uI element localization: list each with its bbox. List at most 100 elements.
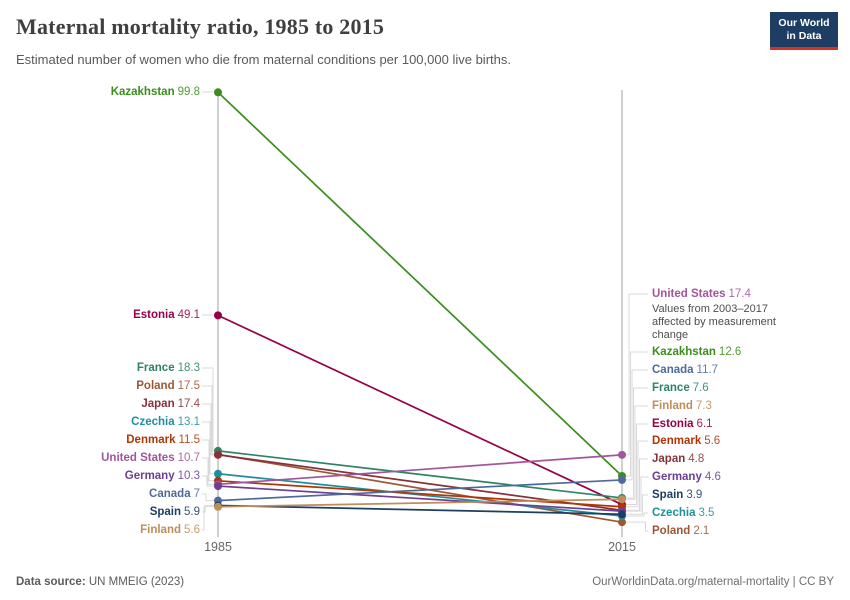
point-1985-kazakhstan[interactable] — [214, 88, 222, 97]
entity-label-left-estonia[interactable]: Estonia 49.1 — [133, 309, 200, 321]
entity-name: France — [136, 362, 175, 374]
entity-label-right-japan[interactable]: Japan 4.8 — [652, 453, 704, 465]
leader-line-left — [202, 367, 214, 452]
point-1985-estonia[interactable] — [214, 311, 222, 320]
entity-label-left-france[interactable]: France 18.3 — [137, 362, 200, 374]
slope-line-finland[interactable] — [217, 498, 623, 508]
entity-value: 49.1 — [177, 309, 200, 321]
entity-value: 11.5 — [178, 434, 200, 446]
entity-name: Canada — [149, 488, 191, 500]
entity-label-right-spain[interactable]: Spain 3.9 — [652, 489, 702, 501]
entity-label-left-poland[interactable]: Poland 17.5 — [136, 380, 200, 392]
entity-label-right-czechia[interactable]: Czechia 3.5 — [652, 507, 714, 519]
point-1985-czechia[interactable] — [214, 469, 222, 478]
owid-logo-line1: Our World — [778, 17, 830, 30]
entity-name: Germany — [652, 471, 702, 483]
chart-title: Maternal mortality ratio, 1985 to 2015 — [16, 14, 385, 39]
slope-line-czechia[interactable] — [217, 472, 623, 517]
entity-value: 7.3 — [695, 400, 712, 412]
entity-name: United States — [652, 288, 726, 300]
entity-label-right-denmark[interactable]: Denmark 5.6 — [652, 435, 720, 447]
axis-label-2015: 2015 — [608, 540, 636, 554]
slope-line-germany[interactable] — [217, 485, 623, 513]
entity-value: 2.1 — [693, 525, 710, 537]
entity-name: Czechia — [652, 507, 696, 519]
point-2015-canada[interactable] — [618, 475, 626, 484]
leader-line-right — [626, 369, 648, 481]
entity-label-right-kazakhstan[interactable]: Kazakhstan 12.6 — [652, 346, 741, 358]
entity-value: 5.9 — [184, 506, 200, 518]
point-1985-finland[interactable] — [214, 502, 222, 511]
entity-value: 4.8 — [688, 453, 705, 465]
slope-line-kazakhstan[interactable] — [217, 91, 623, 477]
entity-label-right-poland[interactable]: Poland 2.1 — [652, 525, 709, 537]
entity-label-right-united-states[interactable]: United States 17.4 — [652, 288, 751, 300]
owid-logo[interactable]: Our World in Data — [770, 12, 838, 50]
slope-line-estonia[interactable] — [217, 314, 623, 506]
entity-name: Japan — [652, 453, 686, 465]
entity-label-left-canada[interactable]: Canada 7 — [149, 488, 200, 500]
entity-label-right-canada[interactable]: Canada 11.7 — [652, 364, 718, 376]
data-source-label: Data source: — [16, 576, 86, 588]
leader-line-left — [202, 493, 214, 502]
owid-logo-line2: in Data — [786, 29, 822, 42]
slope-line-spain[interactable] — [217, 504, 623, 516]
entity-label-left-united-states[interactable]: United States 10.7 — [101, 452, 200, 464]
entity-name: United States — [101, 452, 175, 464]
leader-line-right — [626, 494, 648, 515]
entity-name: Poland — [652, 525, 691, 537]
entity-value: 17.5 — [177, 380, 200, 392]
point-2015-poland[interactable] — [618, 518, 626, 527]
chart-subtitle: Estimated number of women who die from m… — [16, 52, 511, 67]
leader-line-right — [626, 423, 648, 506]
entity-value: 99.8 — [177, 86, 200, 98]
slope-line-united-states[interactable] — [217, 453, 623, 486]
entity-value: 5.6 — [704, 435, 721, 447]
slope-line-poland[interactable] — [217, 453, 623, 523]
entity-name: Denmark — [126, 434, 176, 446]
entity-value: 7 — [193, 488, 200, 500]
entity-name: Poland — [136, 380, 175, 392]
entity-name: Kazakhstan — [652, 346, 716, 358]
entity-value: 17.4 — [728, 288, 751, 300]
footer: Data source: UN MMEIG (2023) OurWorldinD… — [0, 576, 850, 588]
entity-value: 3.9 — [686, 489, 703, 501]
slope-line-canada[interactable] — [217, 479, 623, 502]
measurement-change-note: Values from 2003–2017 affected by measur… — [652, 303, 776, 341]
slope-line-denmark[interactable] — [217, 479, 623, 508]
entity-label-left-czechia[interactable]: Czechia 13.1 — [131, 416, 200, 428]
entity-value: 3.5 — [698, 507, 715, 519]
entity-name: Japan — [141, 398, 175, 410]
entity-label-left-finland[interactable]: Finland 5.6 — [140, 524, 200, 536]
axis-label-1985: 1985 — [204, 540, 232, 554]
entity-value: 12.6 — [718, 346, 742, 358]
entity-value: 7.6 — [692, 382, 709, 394]
entity-label-left-kazakhstan[interactable]: Kazakhstan 99.8 — [111, 86, 200, 98]
entity-label-left-japan[interactable]: Japan 17.4 — [141, 398, 200, 410]
entity-label-left-spain[interactable]: Spain 5.9 — [150, 506, 200, 518]
point-1985-germany[interactable] — [214, 482, 222, 491]
entity-label-right-france[interactable]: France 7.6 — [652, 382, 709, 394]
entity-name: Spain — [652, 489, 684, 501]
slope-line-france[interactable] — [217, 450, 623, 499]
entity-value: 5.6 — [184, 524, 200, 536]
credit-link[interactable]: OurWorldinData.org/maternal-mortality | … — [592, 576, 834, 588]
entity-label-left-germany[interactable]: Germany 10.3 — [125, 470, 200, 482]
entity-label-right-finland[interactable]: Finland 7.3 — [652, 400, 712, 412]
entity-label-right-estonia[interactable]: Estonia 6.1 — [652, 418, 713, 430]
point-1985-japan[interactable] — [214, 450, 222, 459]
entity-label-left-denmark[interactable]: Denmark 11.5 — [126, 434, 200, 446]
leader-line-right — [626, 440, 648, 508]
leader-line-left — [202, 475, 214, 487]
leader-line-left — [202, 385, 214, 455]
entity-value: 17.4 — [177, 398, 200, 410]
point-2015-spain[interactable] — [618, 510, 626, 519]
entity-label-right-germany[interactable]: Germany 4.6 — [652, 471, 721, 483]
leader-line-left — [202, 457, 214, 485]
point-2015-finland[interactable] — [618, 495, 626, 504]
point-2015-united-states[interactable] — [618, 450, 626, 459]
entity-value: 11.7 — [696, 364, 719, 376]
leader-line-right — [626, 405, 648, 500]
